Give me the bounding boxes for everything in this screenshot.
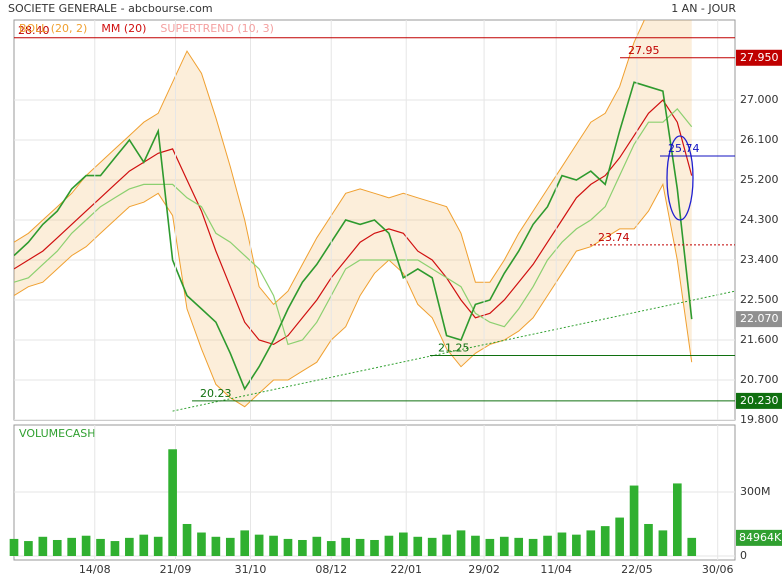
x-tick-label: 08/12 bbox=[315, 563, 347, 576]
volume-bar bbox=[240, 530, 250, 556]
level-label: 25.74 bbox=[668, 142, 700, 155]
level-label: 21.25 bbox=[438, 342, 470, 355]
x-tick-label: 22/01 bbox=[390, 563, 422, 576]
level-label: 20.23 bbox=[200, 387, 232, 400]
series-line bbox=[14, 81, 693, 391]
volume-bar bbox=[615, 517, 624, 556]
volume-bar bbox=[9, 538, 19, 556]
volume-bar bbox=[269, 535, 278, 556]
volume-bar bbox=[355, 538, 365, 556]
chart-title: SOCIETE GENERALE - abcbourse.com bbox=[8, 2, 213, 15]
volume-bar bbox=[225, 537, 235, 556]
main-plot bbox=[14, 20, 735, 420]
volume-bar bbox=[254, 534, 264, 556]
y-tick-label: 22.500 bbox=[740, 293, 779, 306]
volume-bar bbox=[24, 541, 33, 556]
volume-bar bbox=[197, 532, 206, 556]
volume-tag bbox=[736, 529, 782, 546]
x-tick-label: 29/02 bbox=[468, 563, 500, 576]
x-tick-label: 22/05 bbox=[621, 563, 653, 576]
legend-entry: BOLL (20, 2) bbox=[19, 22, 87, 35]
volume-bar bbox=[442, 534, 451, 556]
volume-bar bbox=[326, 541, 336, 556]
bollinger-upper bbox=[14, 20, 645, 306]
volume-bar bbox=[672, 483, 682, 556]
x-tick-label: 21/09 bbox=[160, 563, 192, 576]
volume-bar bbox=[168, 449, 177, 556]
x-tick-label: 14/08 bbox=[79, 563, 111, 576]
volume-bar bbox=[413, 536, 423, 556]
y-tick-label: 23.400 bbox=[740, 253, 779, 266]
volume-bar bbox=[600, 526, 610, 556]
series-line bbox=[14, 99, 693, 346]
volume-bar bbox=[81, 535, 91, 556]
volume-bar bbox=[283, 538, 293, 556]
volume-bar bbox=[485, 538, 495, 556]
volume-bar bbox=[211, 536, 221, 556]
price-tag bbox=[736, 392, 782, 409]
volume-bar bbox=[557, 532, 567, 556]
volume-bar bbox=[586, 530, 596, 556]
volume-bar bbox=[125, 537, 134, 556]
series-line bbox=[14, 108, 693, 346]
price-tag-label: 20.230 bbox=[740, 394, 779, 407]
volume-bar bbox=[456, 530, 466, 556]
y-tick-label: 25.200 bbox=[740, 173, 779, 186]
y-tick-label: 19.800 bbox=[740, 413, 779, 426]
last-price-label: 22.070 bbox=[740, 312, 779, 325]
y-tick-label: 26.100 bbox=[740, 133, 779, 146]
volume-bar bbox=[312, 536, 322, 556]
x-tick-label: 30/06 bbox=[702, 563, 734, 576]
volume-bar bbox=[67, 537, 77, 556]
legend-entry: MM (20) bbox=[101, 22, 146, 35]
volume-bar bbox=[139, 534, 149, 556]
volume-title: VOLUMECASH bbox=[19, 427, 96, 440]
level-label: 27.95 bbox=[628, 44, 660, 57]
volume-bar bbox=[528, 538, 538, 556]
y-tick-label: 300M bbox=[740, 485, 771, 498]
volume-bar bbox=[543, 535, 552, 556]
level-label: 23.74 bbox=[598, 231, 630, 244]
volume-bar bbox=[572, 534, 581, 556]
volume-bar bbox=[471, 535, 480, 556]
volume-bar bbox=[644, 523, 653, 556]
volume-bar bbox=[110, 541, 120, 556]
volume-bar bbox=[658, 530, 668, 556]
price-tag bbox=[736, 49, 782, 66]
chart-subtitle: 1 AN - JOUR bbox=[671, 2, 736, 15]
bollinger-band bbox=[14, 20, 692, 407]
volume-bar bbox=[38, 536, 48, 556]
volume-bar bbox=[499, 536, 509, 556]
y-tick-label: 27.000 bbox=[740, 93, 779, 106]
y-tick-label: 20.700 bbox=[740, 373, 779, 386]
y-tick-label: 24.300 bbox=[740, 213, 779, 226]
x-tick-label: 11/04 bbox=[540, 563, 572, 576]
volume-bar bbox=[399, 532, 408, 556]
volume-bar bbox=[182, 523, 192, 556]
volume-panel bbox=[13, 424, 736, 561]
y-tick-label: 21.600 bbox=[740, 333, 779, 346]
volume-bar bbox=[96, 538, 105, 556]
volume-bar bbox=[52, 539, 62, 556]
volume-bar bbox=[629, 485, 639, 556]
volume-bar bbox=[427, 537, 437, 556]
price-tag-label: 27.950 bbox=[740, 51, 779, 64]
level-label: 28.40 bbox=[18, 24, 50, 37]
volume-bar bbox=[341, 537, 350, 556]
volume-bar bbox=[153, 536, 163, 556]
x-tick-label: 31/10 bbox=[235, 563, 267, 576]
y-tick-label: 0 bbox=[740, 549, 747, 562]
highlight-ellipse bbox=[666, 135, 694, 221]
volume-bar bbox=[687, 537, 697, 556]
legend-entry: SUPERTREND (10, 3) bbox=[160, 22, 274, 35]
volume-bar bbox=[370, 539, 379, 556]
bollinger-lower bbox=[14, 182, 693, 408]
volume-bar bbox=[298, 539, 307, 556]
volume-tag-label: 84964K bbox=[739, 531, 782, 544]
last-price-tag bbox=[736, 311, 782, 328]
volume-bar bbox=[384, 535, 394, 556]
volume-bar bbox=[514, 537, 524, 556]
